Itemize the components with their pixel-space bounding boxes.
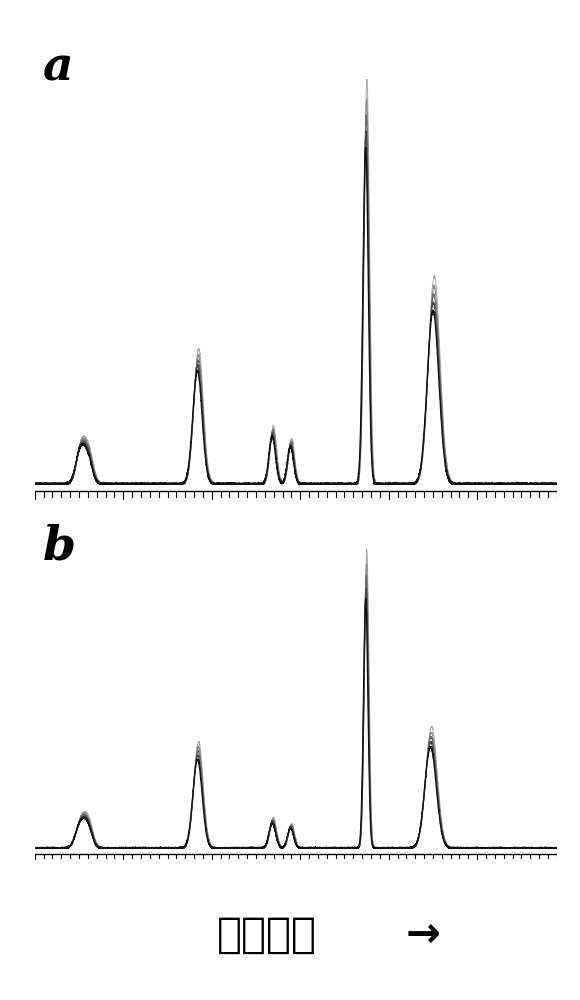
Text: a: a: [43, 45, 73, 91]
Text: →: →: [406, 914, 441, 956]
Text: 保留时间: 保留时间: [217, 914, 317, 956]
Text: b: b: [43, 523, 75, 569]
